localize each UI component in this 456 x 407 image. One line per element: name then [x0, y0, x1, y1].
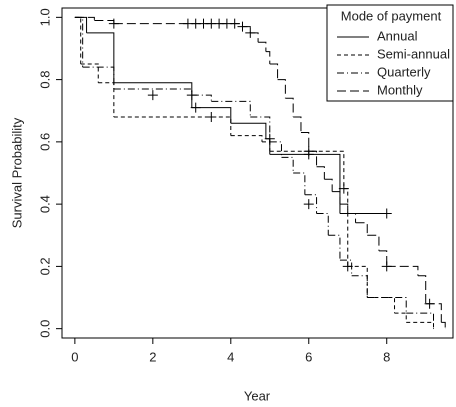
curve-step — [250, 116, 271, 142]
y-tick-label: 0.0 — [37, 320, 52, 338]
curve-step — [406, 312, 435, 329]
censor-mark — [338, 183, 349, 194]
legend-title: Mode of payment — [341, 8, 442, 23]
curve-step — [80, 63, 99, 83]
curve-step — [211, 100, 251, 117]
survival-curve — [74, 16, 446, 329]
curve-step — [441, 321, 446, 329]
curve-step — [367, 297, 396, 314]
curve-step — [386, 265, 419, 276]
censor-mark — [186, 90, 197, 101]
curve-step — [343, 188, 349, 267]
curve-step — [300, 132, 310, 152]
curve-step — [367, 297, 407, 314]
survival-curve — [74, 16, 435, 329]
curve-step — [339, 259, 353, 276]
curve-step — [265, 138, 271, 155]
x-tick-label: 8 — [383, 349, 390, 364]
legend-label: Monthly — [377, 82, 423, 97]
y-tick-label: 0.2 — [37, 257, 52, 275]
y-tick-label: 0.8 — [37, 71, 52, 89]
censor-mark — [245, 27, 256, 38]
censor-mark — [147, 90, 158, 101]
curve-step — [332, 191, 341, 205]
curve-step — [258, 41, 267, 52]
censor-mark — [342, 261, 353, 272]
curve-step — [74, 16, 84, 68]
curve-step — [242, 26, 251, 33]
curve-step — [277, 79, 286, 99]
curve-step — [316, 166, 325, 180]
curve-step — [339, 203, 349, 214]
curve-step — [417, 275, 427, 304]
curve-step — [230, 135, 263, 142]
curve-step — [394, 312, 407, 323]
censor-mark — [303, 146, 314, 157]
x-tick-label: 4 — [227, 349, 234, 364]
curve-step — [347, 212, 357, 223]
censor-mark — [381, 261, 392, 272]
curve-step — [98, 82, 115, 117]
curve-step — [250, 32, 259, 43]
curve-step — [86, 32, 115, 83]
curve-step — [269, 141, 282, 158]
curve-step — [74, 16, 82, 65]
curve-step — [406, 321, 435, 329]
y-tick-label: 1.0 — [37, 8, 52, 26]
curve-step — [367, 234, 380, 251]
censor-mark — [381, 208, 392, 219]
curve-step — [269, 63, 279, 80]
curve-step — [285, 97, 294, 117]
curve-step — [316, 212, 329, 236]
x-tick-label: 6 — [305, 349, 312, 364]
censor-mark — [108, 18, 119, 29]
censor-mark — [190, 102, 201, 113]
legend-label: Semi-annual — [377, 46, 450, 61]
censor-mark — [206, 111, 217, 122]
curve-step — [308, 150, 318, 167]
censor-mark — [229, 18, 240, 29]
survival-curve — [74, 16, 435, 329]
curve-step — [324, 178, 333, 192]
curve-step — [74, 16, 95, 21]
curve-step — [269, 150, 345, 189]
curve-step — [355, 222, 368, 236]
curve-step — [261, 141, 271, 152]
curve-step — [293, 116, 302, 133]
curve-step — [265, 51, 271, 65]
curve-step — [378, 250, 388, 267]
y-tick-label: 0.6 — [37, 133, 52, 151]
censor-mark — [237, 21, 248, 32]
curve-step — [281, 156, 294, 173]
legend-box — [326, 4, 454, 102]
curve-step — [269, 153, 341, 214]
x-tick-label: 0 — [71, 349, 78, 364]
curve-step — [113, 116, 232, 136]
curve-step — [293, 172, 306, 195]
x-axis-label: Year — [244, 388, 271, 403]
curve-step — [347, 265, 368, 298]
plot-frame — [61, 7, 454, 339]
curve-step — [230, 122, 267, 139]
y-axis-label: Survival Probability — [9, 117, 24, 228]
censor-mark — [303, 199, 314, 210]
legend-label: Annual — [377, 28, 418, 43]
curve-step — [351, 275, 368, 298]
legend-label: Quarterly — [377, 64, 431, 79]
x-tick-label: 2 — [149, 349, 156, 364]
censor-mark — [424, 298, 435, 309]
curve-step — [328, 234, 341, 261]
curve-step — [191, 107, 232, 124]
curve-step — [191, 94, 212, 102]
curve-step — [304, 194, 318, 214]
y-tick-label: 0.4 — [37, 195, 52, 213]
curve-step — [82, 66, 115, 89]
